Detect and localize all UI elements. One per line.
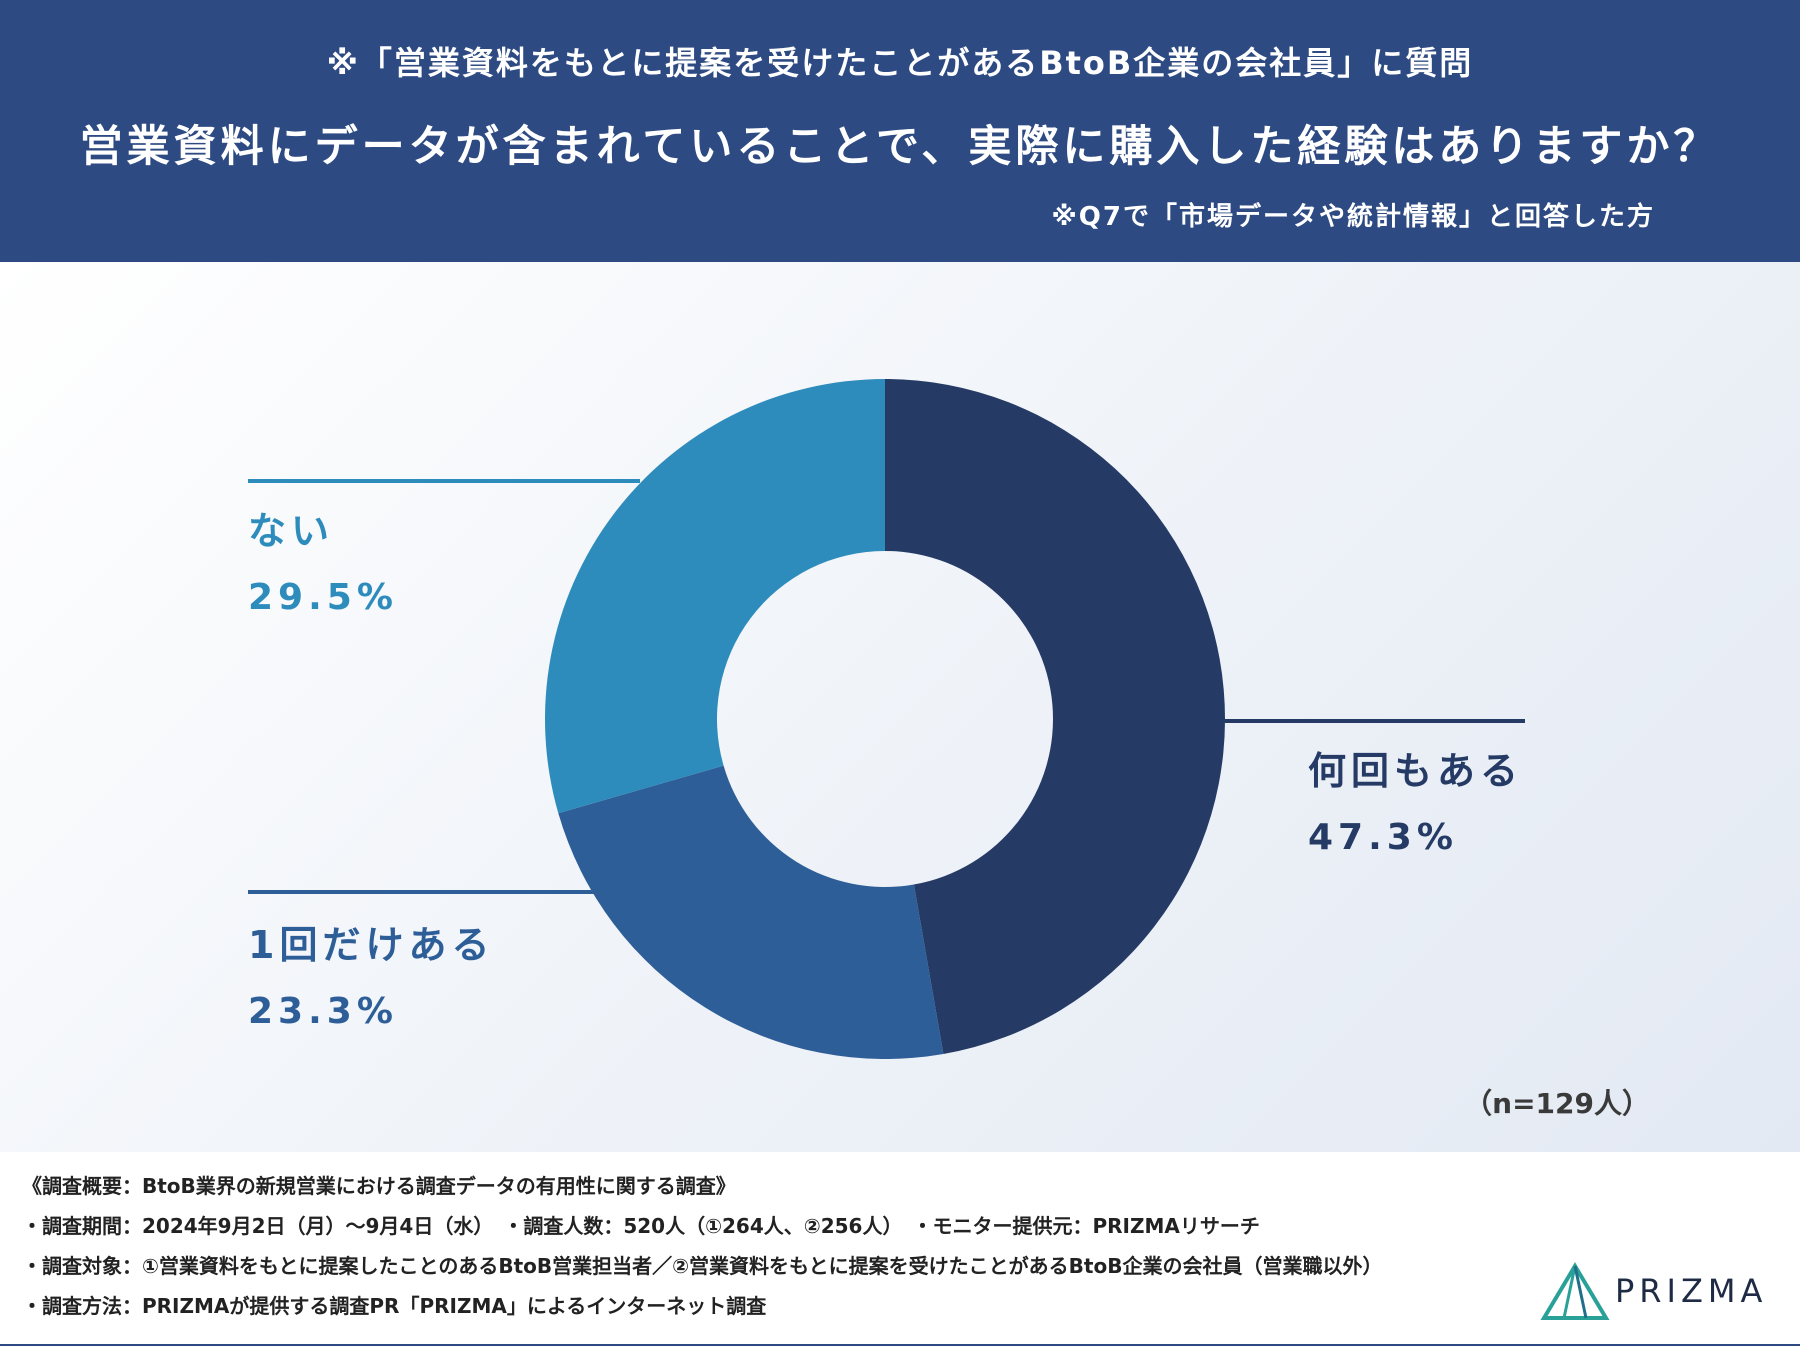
label-nai-name: ない bbox=[248, 509, 335, 553]
slice-once bbox=[558, 765, 944, 1059]
label-nai-value: 29.5% bbox=[248, 577, 398, 618]
donut-chart bbox=[248, 379, 1525, 1059]
prism-triangle-icon bbox=[1540, 1262, 1610, 1320]
label-many-times: 何回もある 47.3% bbox=[1308, 740, 1523, 858]
chart-area: ない 29.5% 何回もある 47.3% 1回だけある 23.3% （n=129… bbox=[0, 262, 1800, 1152]
survey-period: ・調査期間：2024年9月2日（月）〜9月4日（水） ・調査人数：520人（①2… bbox=[22, 1214, 1260, 1238]
label-once-value: 23.3% bbox=[248, 991, 398, 1032]
label-many-times-name: 何回もある bbox=[1308, 749, 1524, 793]
label-once-name: 1回だけある bbox=[248, 923, 495, 967]
survey-method: ・調査方法：PRIZMAが提供する調査PR「PRIZMA」によるインターネット調… bbox=[22, 1294, 767, 1318]
label-many-times-value: 47.3% bbox=[1308, 817, 1458, 858]
respondent-note: ※Q7で「市場データや統計情報」と回答した方 bbox=[1051, 202, 1655, 232]
header-banner: ※「営業資料をもとに提案を受けたことがあるBtoB企業の会社員」に質問 営業資料… bbox=[0, 0, 1800, 262]
label-once: 1回だけある 23.3% bbox=[248, 914, 494, 1032]
footer-rule bbox=[0, 1344, 1800, 1346]
survey-overview: 《調査概要：BtoB業界の新規営業における調査データの有用性に関する調査》 bbox=[22, 1174, 736, 1198]
survey-target: ・調査対象：①営業資料をもとに提案したことのあるBtoB営業担当者／②営業資料を… bbox=[22, 1254, 1383, 1278]
sample-size-note: （n=129人） bbox=[1464, 1087, 1650, 1120]
slice-nai bbox=[545, 379, 885, 814]
label-nai: ない 29.5% bbox=[248, 500, 398, 618]
prizma-logo-text: PRIZMA bbox=[1615, 1272, 1768, 1310]
prizma-logo: PRIZMA bbox=[1540, 1262, 1780, 1322]
survey-footer: 《調査概要：BtoB業界の新規営業における調査データの有用性に関する調査》 ・調… bbox=[0, 1152, 1800, 1350]
slice-many-times bbox=[885, 379, 1226, 1054]
question-title: 営業資料にデータが含まれていることで、実際に購入した経験はありますか？ bbox=[79, 122, 1721, 172]
survey-subtitle: ※「営業資料をもとに提案を受けたことがあるBtoB企業の会社員」に質問 bbox=[326, 44, 1474, 82]
